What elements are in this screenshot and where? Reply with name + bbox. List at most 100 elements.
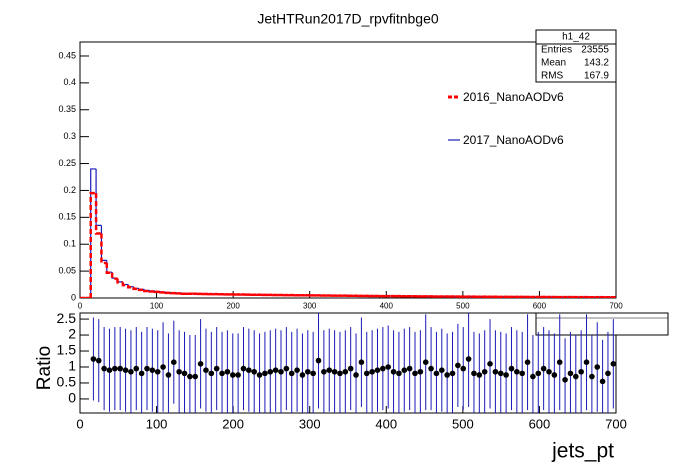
ratio-point xyxy=(422,359,429,366)
ratio-point xyxy=(181,370,188,377)
ratio-point xyxy=(294,367,300,373)
legend-label: 2016_NanoAODv6 xyxy=(463,90,564,104)
ratio-point xyxy=(342,368,349,375)
ratio-point xyxy=(524,359,531,366)
ratio-point xyxy=(347,365,354,372)
ratio-point xyxy=(101,365,107,372)
chart-title: JetHTRun2017D_rpvfitnbge0 xyxy=(257,11,439,27)
ratio-point xyxy=(246,367,252,373)
x-tick-label: 0 xyxy=(78,302,83,311)
x-tick-label: 300 xyxy=(303,302,317,311)
ratio-point xyxy=(385,364,392,370)
stats-label: Entries xyxy=(541,45,572,56)
ratio-point xyxy=(106,367,113,373)
ratio-point xyxy=(213,365,220,372)
histogram-bin xyxy=(143,289,150,293)
ratio-point xyxy=(203,367,209,373)
histogram-series xyxy=(80,191,616,298)
stats-label: RMS xyxy=(541,71,564,82)
x-tick-label: 500 xyxy=(452,417,474,432)
ratio-point xyxy=(599,378,606,385)
ratio-point xyxy=(165,372,172,378)
ratio-point xyxy=(229,372,236,378)
ratio-point xyxy=(133,365,140,372)
ratio-point xyxy=(428,365,434,372)
ratio-point xyxy=(192,373,199,380)
ratio-point xyxy=(224,368,231,375)
y-axis-label: Ratio xyxy=(34,346,55,390)
ratio-point xyxy=(573,373,579,380)
ratio-point xyxy=(272,367,279,373)
histogram-bin xyxy=(116,278,123,284)
ratio-point xyxy=(326,367,333,373)
ratio-point xyxy=(128,368,134,375)
ratio-point xyxy=(117,365,123,372)
ratio-point xyxy=(465,356,472,362)
ratio-point xyxy=(562,376,568,383)
y-tick-label: 0.35 xyxy=(58,104,76,114)
y-tick-label: 2.5 xyxy=(57,310,77,326)
histogram-bin xyxy=(132,287,139,291)
ratio-point xyxy=(439,367,445,373)
ratio-point xyxy=(401,367,408,373)
ratio-point xyxy=(288,370,295,377)
y-tick-label: 0.45 xyxy=(58,50,76,60)
stats-value: 167.9 xyxy=(584,71,609,82)
ratio-points xyxy=(90,313,616,413)
stats-label: Mean xyxy=(541,58,566,69)
ratio-point xyxy=(471,370,477,377)
ratio-point xyxy=(476,372,483,378)
y-tick-label: 0.4 xyxy=(63,77,76,87)
ratio-point xyxy=(331,368,338,375)
ratio-point xyxy=(449,370,456,377)
ratio-point xyxy=(369,368,375,375)
x-tick-label: 300 xyxy=(299,417,321,432)
ratio-point xyxy=(283,365,290,372)
x-tick-label: 700 xyxy=(605,417,627,432)
ratio-point xyxy=(144,365,150,372)
ratio-point xyxy=(535,370,542,377)
stats-value: 23555 xyxy=(581,45,609,56)
x-tick-label: 100 xyxy=(150,302,164,311)
ratio-point xyxy=(567,370,574,377)
ratio-point xyxy=(112,365,118,372)
ratio-point xyxy=(594,364,601,370)
stats-value: 143.2 xyxy=(584,58,609,69)
ratio-point xyxy=(251,368,257,375)
mini-stats-box xyxy=(535,312,669,336)
ratio-point xyxy=(176,368,182,375)
histogram-bin xyxy=(164,291,172,295)
ratio-point xyxy=(519,370,525,377)
histogram-bin xyxy=(148,290,156,293)
ratio-point xyxy=(256,372,263,378)
y-tick-label: 0.3 xyxy=(63,131,76,141)
ratio-point xyxy=(208,370,215,377)
ratio-point xyxy=(583,359,590,366)
ratio-point xyxy=(219,370,225,377)
ratio-point xyxy=(487,360,493,367)
histogram-bin xyxy=(94,193,102,235)
ratio-point xyxy=(171,359,177,366)
ratio-point xyxy=(122,367,129,373)
ratio-point xyxy=(433,370,440,377)
ratio-point xyxy=(353,372,359,378)
y-tick-label: 0.2 xyxy=(63,185,76,195)
ratio-point xyxy=(187,373,193,380)
ratio-point xyxy=(396,370,402,377)
y-tick-label: 0 xyxy=(68,390,76,406)
x-tick-label: 200 xyxy=(226,302,240,311)
ratio-point xyxy=(497,370,504,377)
histogram-bin xyxy=(105,263,113,274)
ratio-point xyxy=(556,359,563,366)
x-axis-label: jets_pt xyxy=(551,440,614,463)
ratio-point xyxy=(160,364,166,370)
ratio-point xyxy=(358,359,365,366)
y-tick-label: 0.25 xyxy=(58,158,76,168)
histogram-bin xyxy=(159,291,166,294)
ratio-point xyxy=(240,365,247,372)
ratio-point xyxy=(503,372,509,378)
histogram-bin xyxy=(121,282,129,287)
histogram-bin xyxy=(110,272,118,280)
ratio-point xyxy=(337,370,343,377)
ratio-point xyxy=(138,370,145,377)
